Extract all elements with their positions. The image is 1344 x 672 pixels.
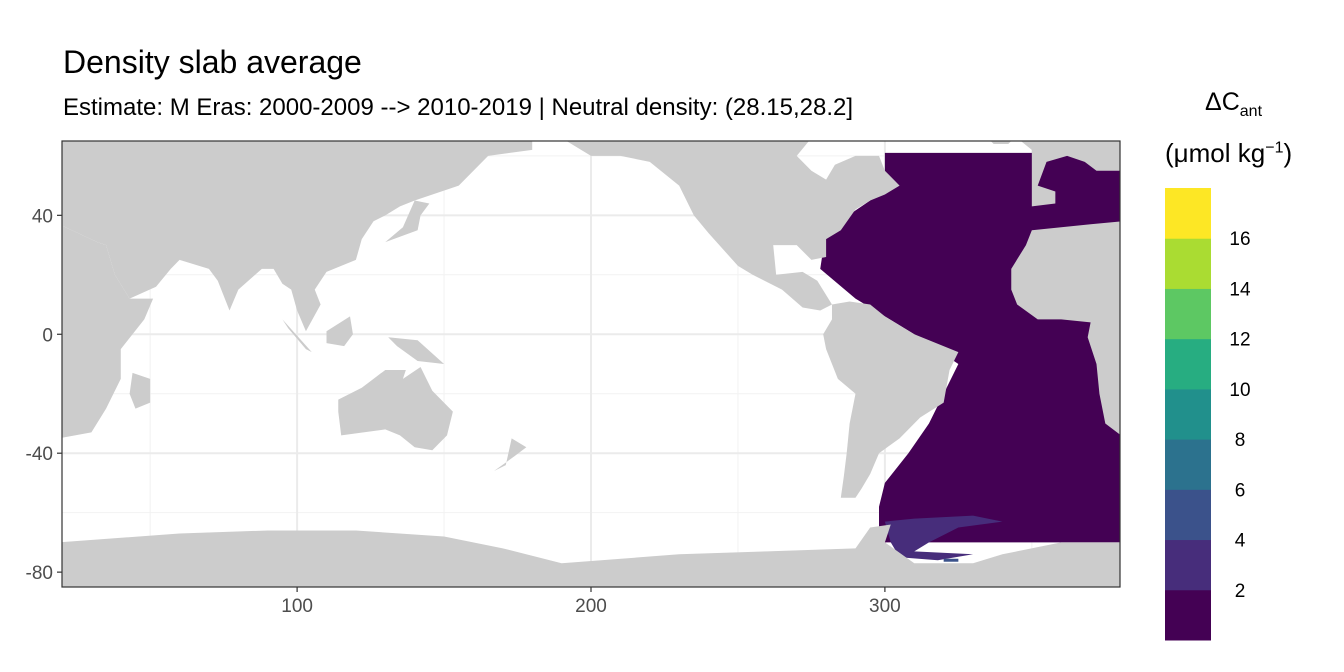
y-tick-label: 40 [32, 206, 53, 227]
legend-color-bin [1165, 489, 1211, 541]
legend-color-bin [1165, 238, 1211, 289]
x-tick-label: 300 [869, 596, 901, 617]
y-tick-label: 0 [42, 325, 53, 346]
land-antarctica [62, 524, 1120, 587]
legend-label: 2 [1235, 581, 1246, 602]
legend-color-bin [1165, 288, 1211, 340]
legend-color-bin [1165, 439, 1211, 490]
legend-unit: (μmol kg−1) [1165, 138, 1292, 169]
legend-unit-close: ) [1283, 138, 1293, 168]
land-greenland [990, 141, 1012, 144]
legend-label: 4 [1235, 531, 1246, 552]
legend-title-main: ΔC [1205, 88, 1240, 116]
chart-subtitle: Estimate: M Eras: 2000-2009 --> 2010-201… [63, 94, 854, 121]
legend-label: 6 [1235, 480, 1246, 501]
land-europe [1020, 141, 1120, 228]
x-tick-label: 200 [575, 596, 607, 617]
legend-label: 8 [1235, 430, 1246, 451]
x-tick-label: 100 [281, 596, 313, 617]
legend-unit-sup: −1 [1265, 139, 1284, 157]
land-new-zealand [494, 438, 527, 472]
land-japan [385, 200, 430, 243]
y-tick-label: -40 [26, 444, 53, 465]
legend: 2 4 6 8 10 12 14 16 [1165, 188, 1251, 641]
legend-title: ΔCant [1205, 88, 1262, 121]
land-africa-east [1011, 221, 1120, 435]
ocean-cell-bin-4-6 [943, 558, 959, 562]
land-eurasia [62, 141, 533, 332]
land-africa-west [62, 225, 154, 438]
land-south-america [823, 301, 959, 498]
legend-unit-text: (μmol kg [1165, 138, 1266, 168]
legend-color-bin [1165, 388, 1211, 440]
legend-label: 12 [1229, 330, 1250, 351]
legend-color-bin [1165, 589, 1211, 641]
legend-label: 10 [1229, 380, 1250, 401]
land-borneo [326, 316, 353, 347]
land-north-america [566, 141, 900, 311]
ocean-cell-bin-2-4 [884, 515, 1003, 561]
land-sumatra [282, 319, 312, 353]
y-tick-label: -80 [26, 563, 53, 584]
legend-label: 16 [1229, 229, 1250, 250]
land-australia [338, 366, 453, 451]
legend-label: 14 [1229, 279, 1251, 300]
legend-title-sub: ant [1239, 103, 1263, 120]
land-mask [62, 141, 1120, 587]
legend-color-bin [1165, 338, 1211, 390]
legend-color-bin [1165, 539, 1211, 591]
land-madagascar [129, 372, 151, 409]
chart-title: Density slab average [63, 44, 362, 80]
land-new-guinea [388, 337, 445, 364]
legend-color-bin [1165, 188, 1211, 239]
